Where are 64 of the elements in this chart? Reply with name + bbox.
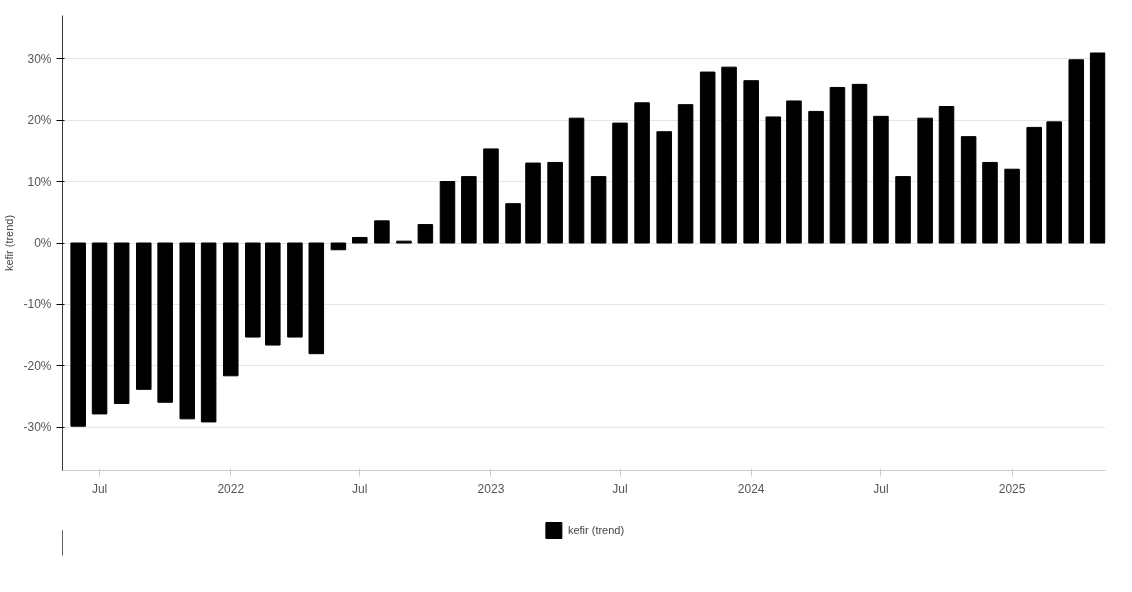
bar: [829, 86, 846, 244]
legend-label: kefir (trend): [567, 524, 625, 536]
bar: [136, 242, 152, 390]
y-tick-label: 30%: [27, 51, 52, 66]
y-tick-label: -20%: [23, 358, 52, 373]
bar: [179, 242, 196, 420]
bar: [505, 203, 521, 244]
bar: [895, 176, 911, 244]
bar: [656, 131, 672, 244]
bar: [439, 181, 456, 244]
bar: [590, 176, 607, 244]
bar: [352, 236, 368, 244]
bar: [677, 104, 694, 244]
bar: [917, 117, 933, 244]
bar: [308, 242, 325, 355]
bar: [938, 106, 955, 244]
bar: [245, 242, 261, 338]
bar: [568, 117, 585, 244]
bar: [721, 66, 737, 244]
bar: [612, 122, 628, 244]
y-axis-title: kefir (trend): [3, 214, 16, 272]
bar: [417, 224, 434, 244]
bar: [1026, 126, 1042, 244]
bar: [960, 136, 977, 244]
y-tick-label: 20%: [27, 113, 52, 128]
x-tick-label: Jul: [352, 481, 368, 496]
bar: [634, 102, 650, 244]
bar: [765, 116, 782, 244]
x-tick-label: Jul: [873, 481, 889, 496]
y-tick-label: -10%: [23, 297, 52, 312]
x-tick-label: 2024: [737, 481, 765, 496]
bar: [1089, 52, 1106, 244]
x-tick-label: 2023: [477, 481, 505, 496]
bar: [547, 161, 563, 244]
bar: [1004, 168, 1020, 244]
bar: [483, 148, 499, 244]
y-tick-label: -30%: [23, 420, 52, 435]
bar: [461, 176, 477, 244]
bar: [1046, 121, 1062, 244]
bar: [200, 242, 217, 423]
bar: [265, 242, 281, 346]
bar: [70, 242, 86, 427]
x-tick-label: 2022: [217, 481, 245, 496]
bar: [808, 110, 824, 244]
bar: [113, 242, 130, 404]
bar: [982, 161, 998, 244]
x-tick-label: 2025: [998, 481, 1026, 496]
y-tick-label: 0%: [34, 236, 52, 250]
bar: [374, 220, 390, 244]
bar: [699, 71, 716, 244]
y-tick-label: 10%: [27, 174, 52, 189]
bar: [330, 242, 347, 251]
bar: [851, 83, 868, 244]
bar: [157, 242, 173, 403]
bar: [525, 162, 541, 244]
x-tick-label: Jul: [91, 481, 108, 496]
x-tick-label: Jul: [612, 481, 628, 496]
bar: [91, 242, 108, 415]
bar: [873, 115, 889, 244]
bar: [287, 242, 303, 338]
bar: [786, 100, 802, 244]
bar: [222, 242, 239, 377]
bar: [1068, 59, 1085, 244]
bar: [743, 80, 759, 244]
